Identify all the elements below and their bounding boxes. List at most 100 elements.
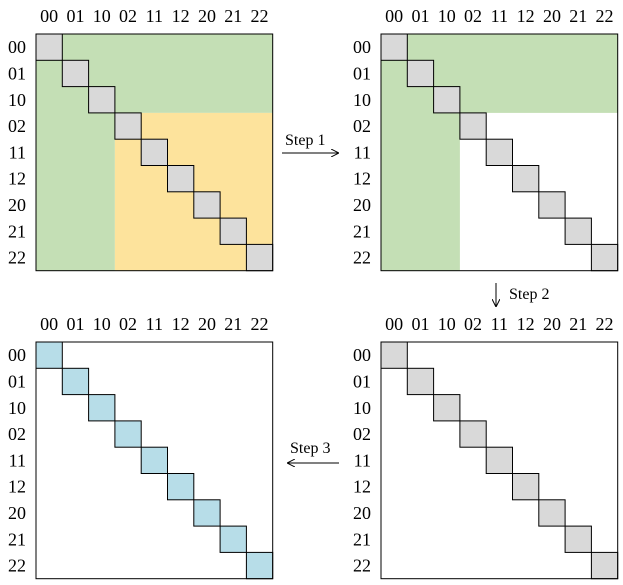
row-label: 11 [9, 142, 26, 162]
diagonal-cell [140, 138, 168, 166]
diagonal-cell [433, 394, 461, 422]
diagonal-cell [433, 86, 461, 114]
row-label: 01 [353, 371, 371, 391]
step1-arrow: Step 1 [282, 132, 338, 153]
diagonal-cell [167, 165, 195, 193]
matrix-border [35, 33, 274, 272]
row-label: 20 [353, 503, 371, 523]
column-label: 10 [93, 314, 111, 334]
step3-label: Step 3 [290, 440, 330, 457]
diagonal-cell [564, 217, 592, 245]
row-label: 12 [353, 169, 371, 189]
row-label: 10 [353, 398, 371, 418]
column-label: 11 [491, 6, 508, 26]
column-label: 21 [224, 314, 242, 334]
matrix-panel-after-step1: 00 01 10 02 11 12 20 21 22 00 01 10 02 11 12 20 21 22 [353, 6, 619, 272]
column-label: 21 [224, 6, 242, 26]
row-label: 22 [353, 556, 371, 576]
column-label: 01 [66, 314, 84, 334]
row-label: 01 [8, 63, 26, 83]
diagonal-cell [193, 499, 221, 527]
diagonal-cell [459, 112, 487, 140]
row-label: 22 [353, 248, 371, 268]
matrix-panel-after-step3: 00 01 10 02 11 12 20 21 22 00 01 10 02 11 12 20 21 22 [8, 314, 274, 580]
column-label: 20 [198, 6, 216, 26]
column-label: 12 [517, 6, 535, 26]
row-label: 00 [8, 345, 26, 365]
diagonal-cell [245, 551, 274, 580]
row-label: 11 [9, 450, 26, 470]
row-label: 00 [353, 37, 371, 57]
step2-label: Step 2 [509, 286, 549, 303]
row-label: 00 [353, 345, 371, 365]
row-label: 02 [8, 116, 26, 136]
column-label: 00 [40, 314, 58, 334]
diagonal-cell [140, 446, 168, 475]
diagonal-cell [380, 33, 408, 61]
diagonal-cell [485, 446, 514, 475]
column-label: 22 [251, 6, 269, 26]
column-label: 01 [411, 6, 429, 26]
row-label: 12 [8, 477, 26, 497]
column-label: 21 [569, 314, 587, 334]
row-label: 21 [8, 221, 26, 241]
diagonal-cell [590, 243, 619, 272]
diagonal-cell [35, 33, 63, 61]
row-label: 21 [353, 529, 371, 549]
step1-label: Step 1 [285, 132, 325, 149]
row-label: 02 [8, 424, 26, 444]
row-label: 21 [8, 529, 26, 549]
column-label: 22 [596, 314, 614, 334]
row-label: 02 [353, 116, 371, 136]
column-label: 00 [385, 314, 403, 334]
row-label: 10 [8, 398, 26, 418]
row-label: 11 [354, 450, 371, 470]
diagonal-cell [512, 473, 540, 501]
row-label: 10 [8, 90, 26, 110]
row-label: 22 [8, 556, 26, 576]
matrix-panel-after-step2: 00 01 10 02 11 12 20 21 22 00 01 10 02 11 12 20 21 22 [353, 314, 619, 580]
column-label: 02 [119, 6, 137, 26]
column-label: 00 [40, 6, 58, 26]
step3-arrow: Step 3 [288, 440, 339, 463]
diagonal-cell [114, 420, 142, 448]
column-label: 11 [146, 314, 163, 334]
row-label: 01 [353, 63, 371, 83]
diagonal-cell [61, 367, 90, 396]
column-label: 12 [172, 6, 190, 26]
column-label: 22 [596, 6, 614, 26]
diagonal-cell [406, 59, 435, 88]
column-label: 10 [93, 6, 111, 26]
diagonal-cell [35, 341, 63, 369]
column-label: 01 [411, 314, 429, 334]
row-label: 20 [353, 195, 371, 215]
column-label: 02 [464, 314, 482, 334]
column-label: 12 [172, 314, 190, 334]
step2-arrow: Step 2 [496, 283, 549, 306]
column-label: 22 [251, 314, 269, 334]
diagonal-cell [245, 243, 274, 272]
diagonal-cell [88, 86, 116, 114]
diagonal-cell [590, 551, 619, 580]
diagonal-cell [459, 420, 487, 448]
diagonal-cell [88, 394, 116, 422]
diagonal-cell [219, 217, 247, 245]
row-label: 21 [353, 221, 371, 241]
column-label: 20 [198, 314, 216, 334]
diagonal-cell [193, 191, 221, 219]
row-label: 22 [8, 248, 26, 268]
diagonal-cell [219, 525, 247, 553]
column-label: 10 [438, 6, 456, 26]
diagonal-cell [114, 112, 142, 140]
column-label: 11 [491, 314, 508, 334]
row-label: 10 [353, 90, 371, 110]
row-label: 11 [354, 142, 371, 162]
diagonal-cell [538, 499, 566, 527]
diagonal-cell [406, 367, 435, 396]
column-label: 02 [119, 314, 137, 334]
column-label: 12 [517, 314, 535, 334]
diagonal-cell [512, 165, 540, 193]
column-label: 21 [569, 6, 587, 26]
matrix-panel-initial: 00 01 10 02 11 12 20 21 22 00 01 10 02 11 12 20 21 22 [8, 6, 274, 272]
